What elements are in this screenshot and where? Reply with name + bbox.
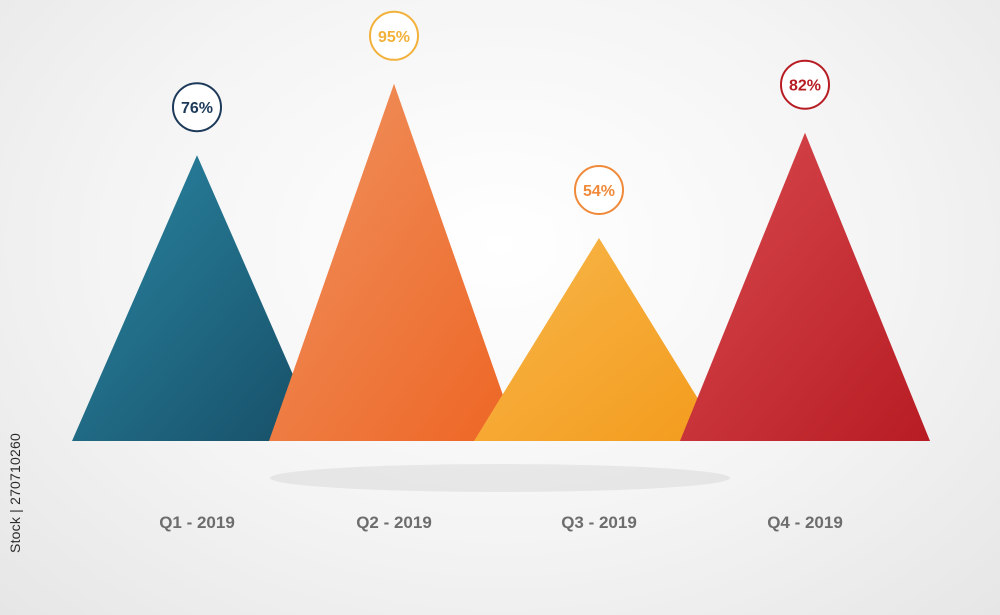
- category-label-q2: Q2 - 2019: [356, 513, 432, 532]
- floor-shadow: [270, 464, 730, 492]
- value-circle-q1: [172, 82, 222, 133]
- value-label-q2: 95%: [378, 29, 410, 46]
- value-circle-q3: [574, 165, 624, 215]
- value-labels: 76% 95% 54% 82%: [172, 10, 830, 215]
- value-circle-q2: [369, 10, 419, 61]
- value-label-q3: 54%: [583, 183, 615, 200]
- triangle-bar-q4: [680, 132, 930, 441]
- triangle-bar-q3: [474, 238, 724, 441]
- triangle-bars: [72, 83, 930, 442]
- value-label-q4: 82%: [789, 78, 821, 95]
- watermark: Stock | 270710260: [4, 378, 26, 608]
- category-label-q4: Q4 - 2019: [767, 513, 843, 532]
- watermark-text: Stock | 270710260: [7, 433, 23, 553]
- triangle-bar-q2: [269, 83, 519, 442]
- value-circle-q4: [780, 59, 830, 110]
- value-label-q1: 76%: [181, 100, 213, 117]
- category-label-q3: Q3 - 2019: [561, 513, 637, 532]
- category-labels: Q1 - 2019 Q2 - 2019 Q3 - 2019 Q4 - 2019: [159, 513, 843, 532]
- category-label-q1: Q1 - 2019: [159, 513, 235, 532]
- triangle-bar-q1: [72, 155, 322, 441]
